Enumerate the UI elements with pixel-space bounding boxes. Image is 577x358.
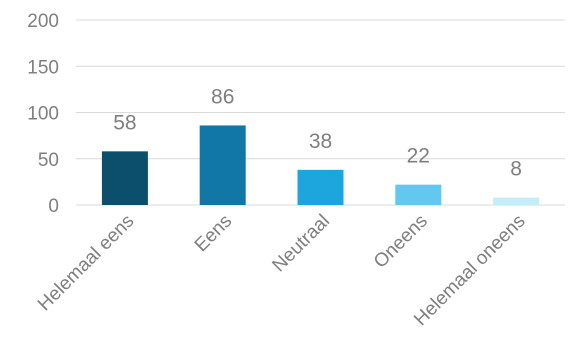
- y-tick-label-100: 100: [27, 104, 59, 125]
- y-axis-tick-labels: 0 50 100 150 200: [27, 11, 59, 217]
- bars: [101, 125, 540, 205]
- y-tick-label-150: 150: [27, 57, 59, 78]
- bar-3: [395, 184, 442, 205]
- gridlines: [76, 19, 565, 206]
- y-tick-label-0: 0: [48, 196, 59, 217]
- bar-0: [101, 151, 148, 205]
- bar-4: [493, 197, 540, 205]
- bar-1: [199, 125, 246, 205]
- data-label-1: 86: [211, 85, 234, 108]
- y-tick-label-50: 50: [38, 150, 59, 171]
- data-label-0: 58: [113, 111, 136, 134]
- category-label-3: Oneens: [370, 211, 432, 273]
- data-label-3: 22: [407, 145, 430, 168]
- y-tick-label-200: 200: [27, 11, 59, 32]
- data-labels: 58 86 38 22 8: [113, 85, 522, 180]
- x-axis-category-labels: Helemaal eens Eens Neutraal OneensHelemaal …: [34, 211, 530, 330]
- category-label-0: Helemaal eens: [34, 211, 138, 315]
- category-label-2: Neutraal: [268, 211, 334, 277]
- data-label-2: 38: [309, 130, 332, 153]
- bar-2: [297, 169, 344, 205]
- category-label-1: Eens: [191, 211, 236, 256]
- data-label-4: 8: [510, 158, 522, 181]
